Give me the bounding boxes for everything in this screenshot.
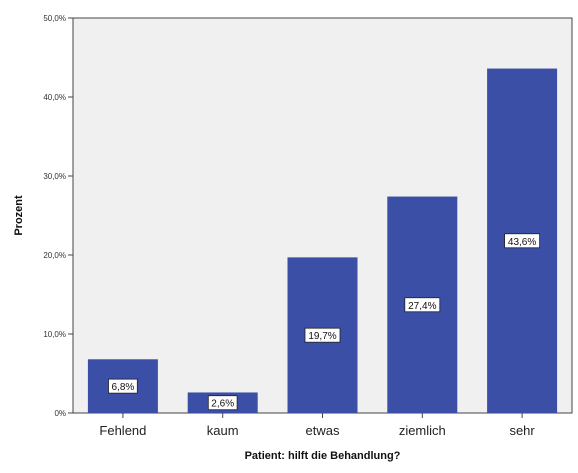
x-axis: Fehlend kaum etwas ziemlich sehr: [99, 413, 535, 438]
y-tick-label: 30,0%: [43, 172, 66, 181]
data-label: 2,6%: [211, 399, 234, 410]
data-label-box: [504, 233, 541, 249]
data-label-box: [108, 378, 138, 394]
x-tick-label: sehr: [509, 423, 535, 438]
bars-group: 6,8% 2,6% 19,7% 27,4% 43,6%: [87, 68, 558, 413]
y-tick-label: 0%: [54, 409, 66, 418]
y-tick-label: 20,0%: [43, 251, 66, 260]
x-tick-label: ziemlich: [399, 423, 446, 438]
y-tick-label: 10,0%: [43, 330, 66, 339]
data-label: 43,6%: [508, 237, 536, 248]
x-axis-label: Patient: hilft die Behandlung?: [245, 450, 401, 462]
y-tick-label: 50,0%: [43, 14, 66, 23]
data-label: 6,8%: [112, 382, 135, 393]
data-label: 27,4%: [408, 301, 436, 312]
y-axis: 0% 10,0% 20,0% 30,0% 40,0% 50,0%: [43, 14, 73, 418]
data-label-box: [304, 327, 341, 343]
y-axis-label: Prozent: [13, 195, 25, 236]
x-tick-label: Fehlend: [99, 423, 146, 438]
data-label-box: [404, 297, 441, 313]
data-label: 19,7%: [308, 331, 336, 342]
y-tick-label: 40,0%: [43, 93, 66, 102]
x-tick-label: etwas: [306, 423, 340, 438]
data-label-box: [207, 395, 238, 411]
x-tick-label: kaum: [207, 423, 239, 438]
